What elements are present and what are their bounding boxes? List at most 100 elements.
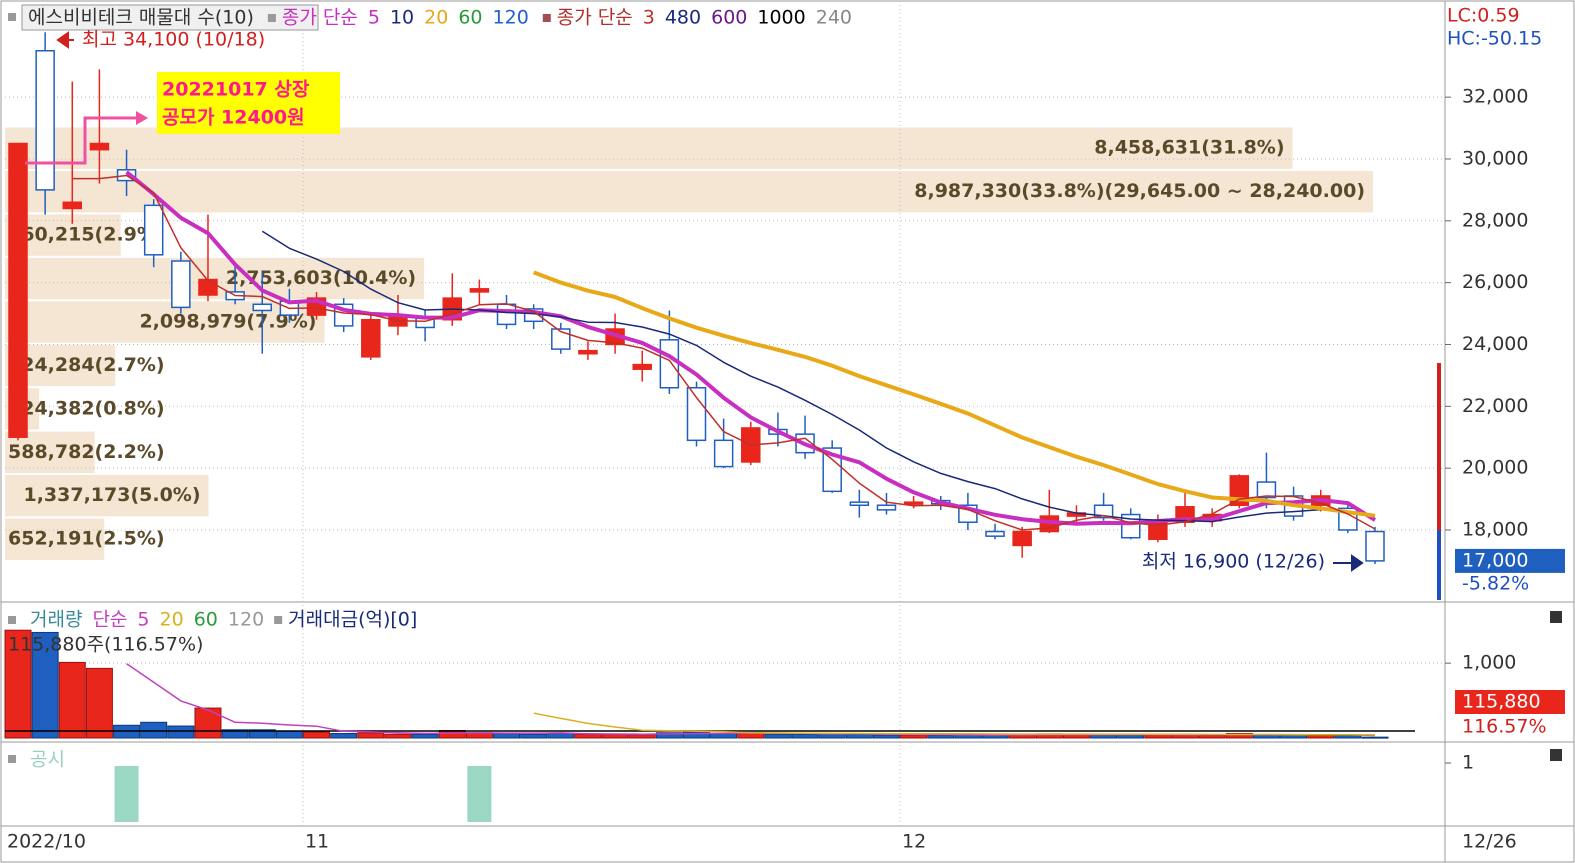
notice-text: 공모가 12400원 — [162, 107, 305, 129]
y-tick-label: 18,000 — [1462, 518, 1528, 540]
moving-average-line — [72, 174, 1376, 531]
y-tick-label: 22,000 — [1462, 395, 1528, 417]
candle-body — [632, 363, 652, 370]
legend-item: 60 — [194, 609, 218, 631]
volume-bar — [1090, 734, 1118, 739]
candle-body — [252, 303, 273, 312]
volume-bar — [520, 733, 548, 739]
volume-bar — [330, 733, 358, 739]
volume-profile-label: 8,987,330(33.8%)(29,645.00 ~ 28,240.00) — [914, 180, 1365, 202]
legend-text: 단순 — [92, 609, 127, 631]
legend-item: 20 — [160, 609, 184, 631]
legend-item: 480 — [665, 7, 701, 29]
legend-text: 종가 단순 — [557, 7, 633, 29]
y-tick-label: 32,000 — [1462, 86, 1528, 108]
moving-average-line — [533, 712, 1376, 736]
volume-bar — [140, 721, 168, 739]
panel-title: 공시 — [30, 749, 65, 771]
legend-icon — [542, 14, 551, 22]
volume-bar — [194, 707, 222, 739]
volume-last-label: 115,880 — [1462, 691, 1541, 713]
candle-body — [361, 318, 381, 358]
volume-bar — [574, 733, 602, 739]
notice-text: 20221017 상장 — [162, 79, 310, 101]
candle-body — [578, 349, 598, 355]
y-tick-label: 20,000 — [1462, 457, 1528, 479]
legend-icon — [8, 13, 16, 21]
volume-bar — [1307, 734, 1335, 739]
volume-profile-label: 588,782(2.2%) — [8, 441, 165, 463]
volume-profile-label: 8,458,631(31.8%) — [1094, 137, 1284, 159]
volume-bar — [221, 729, 249, 739]
candle-body — [713, 439, 734, 468]
volume-bar — [791, 733, 819, 739]
moving-average-line — [532, 270, 1376, 518]
legend-item: 5 — [368, 7, 380, 29]
volume-bar — [683, 731, 710, 739]
legend-item: 600 — [711, 7, 747, 29]
chart-title: 에스비비테크 매물대 수(10) — [28, 7, 254, 29]
legend-icon — [8, 616, 16, 624]
close-icon[interactable] — [1550, 611, 1562, 623]
volume-bar — [1198, 734, 1226, 739]
change-label: -5.82% — [1462, 572, 1529, 594]
volume-bar — [58, 661, 86, 739]
candle-body — [1120, 513, 1141, 539]
volume-profile-bar — [5, 431, 95, 474]
volume-bar — [927, 734, 955, 739]
candle-body — [62, 201, 83, 210]
volume-profile-label: 224,382(0.8%) — [8, 397, 165, 419]
volume-bar — [1361, 736, 1389, 739]
legend-item: 240 — [816, 7, 852, 29]
candle-body — [35, 50, 55, 191]
volume-bar — [303, 731, 331, 739]
notice-connector — [25, 116, 138, 165]
candle-body — [985, 530, 1005, 537]
candle-body — [1365, 530, 1385, 562]
volume-bar — [601, 733, 629, 739]
arrow — [136, 111, 148, 125]
volume-bar — [655, 732, 683, 739]
low-annotation: 최저 16,900 (12/26) — [1142, 551, 1325, 573]
y-tick-label: 26,000 — [1462, 271, 1528, 293]
volume-bar — [1280, 734, 1308, 739]
volume-profile-bar — [5, 518, 105, 560]
lc-label: LC:0.59 — [1447, 5, 1520, 27]
legend-text: 거래대금(억)[0] — [288, 609, 417, 631]
volume-bar — [900, 734, 928, 739]
legend-text: 거래량 — [30, 609, 82, 631]
volume-profile-label: 2,098,979(7.9%) — [139, 310, 316, 332]
volume-bar — [384, 733, 412, 739]
candle-body — [659, 339, 680, 389]
y-tick-label: 28,000 — [1462, 209, 1528, 231]
volume-bar — [248, 729, 276, 739]
notice-box — [157, 72, 340, 134]
candle-body — [496, 303, 517, 326]
candle-body — [1093, 504, 1114, 519]
disclosure-bar — [467, 766, 492, 822]
candle-body — [849, 501, 870, 506]
candle-body — [171, 260, 191, 309]
y-tick-label: 1 — [1462, 752, 1474, 774]
legend-icon — [8, 755, 16, 763]
volume-profile-bar — [5, 170, 1373, 213]
volume-bar — [872, 734, 900, 739]
volume-bar — [167, 725, 195, 739]
x-tick-label: 12 — [902, 831, 926, 853]
legend-item: 3 — [643, 7, 655, 29]
volume-bar — [547, 733, 575, 739]
volume-profile-label: 652,191(2.5%) — [8, 528, 165, 550]
volume-profile-label: 760,215(2.9%) — [8, 224, 165, 246]
candle-body — [469, 288, 490, 293]
x-tick-label: 11 — [305, 831, 329, 853]
volume-bar — [1225, 733, 1253, 739]
candle-body — [1012, 530, 1032, 547]
y-tick-label: 24,000 — [1462, 333, 1528, 355]
candle-body — [143, 204, 164, 256]
y-tick-label: 30,000 — [1462, 147, 1528, 169]
legend-item: 20 — [424, 7, 448, 29]
close-icon[interactable] — [1550, 749, 1562, 761]
volume-bar — [764, 733, 792, 739]
disclosure-bar — [114, 766, 139, 822]
